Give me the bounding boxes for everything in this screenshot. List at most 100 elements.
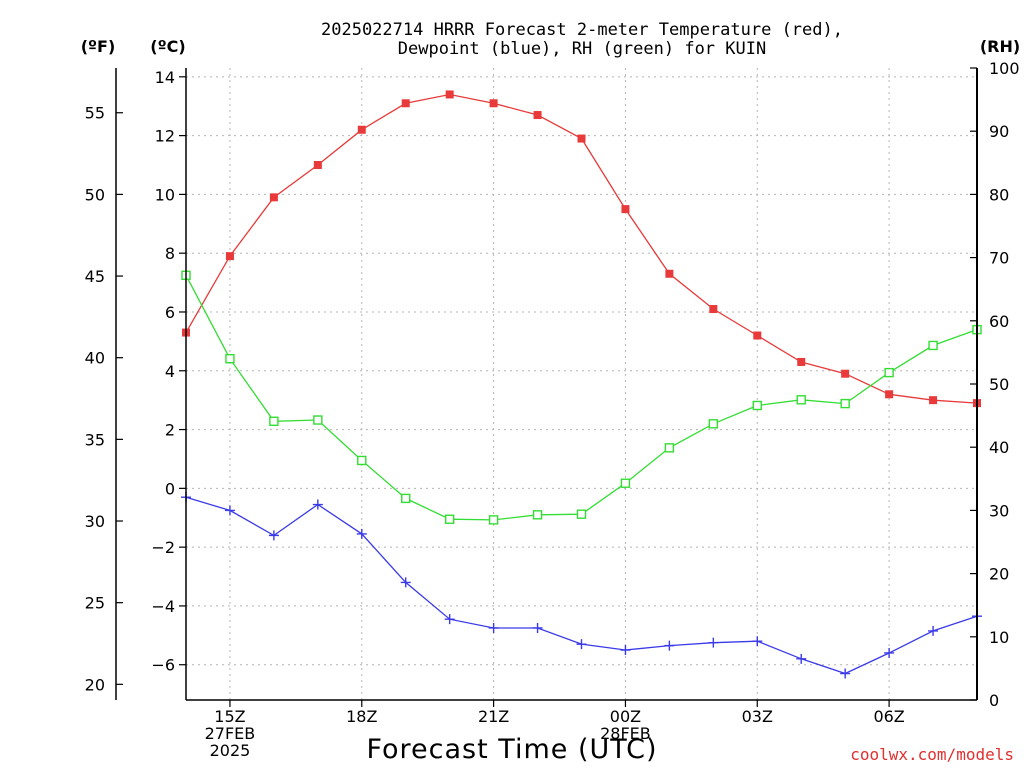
dewpoint-series bbox=[181, 492, 982, 679]
temperature-point bbox=[225, 252, 234, 261]
celsius-tick-label: 10 bbox=[155, 185, 175, 204]
fahrenheit-unit-label: (ºF) bbox=[81, 37, 116, 56]
dewpoint-point bbox=[664, 640, 675, 651]
axes: 14121086420−2−4−655504540353025201009080… bbox=[85, 59, 1020, 760]
rh-tick-label: 20 bbox=[989, 565, 1009, 584]
credit-text: coolwx.com/models bbox=[850, 745, 1014, 764]
rh-point bbox=[225, 354, 235, 364]
celsius-tick-label: 8 bbox=[165, 244, 175, 263]
rh-tick-label: 30 bbox=[989, 501, 1009, 520]
temperature-point bbox=[269, 193, 278, 202]
celsius-tick-label: 6 bbox=[165, 303, 175, 322]
rh-point bbox=[928, 340, 938, 351]
dewpoint-point bbox=[532, 622, 543, 633]
celsius-tick-label: −6 bbox=[151, 656, 175, 675]
temperature-point bbox=[357, 125, 366, 134]
dewpoint-point bbox=[620, 645, 631, 656]
dewpoint-point bbox=[752, 636, 763, 647]
rh-point bbox=[620, 478, 631, 488]
dewpoint-point bbox=[796, 653, 807, 664]
dewpoint-point bbox=[576, 639, 587, 650]
rh-point bbox=[313, 415, 323, 425]
fahrenheit-tick-label: 20 bbox=[85, 675, 105, 694]
dewpoint-point bbox=[400, 577, 411, 588]
temperature-point bbox=[577, 134, 586, 143]
dewpoint-point bbox=[224, 505, 235, 516]
grid bbox=[186, 68, 977, 700]
rh-tick-label: 100 bbox=[989, 59, 1020, 78]
dewpoint-point bbox=[488, 622, 499, 633]
dewpoint-point bbox=[840, 668, 851, 679]
temperature-point bbox=[313, 161, 322, 170]
dewpoint-point bbox=[356, 528, 367, 539]
chart-title-line-1: 2025022714 HRRR Forecast 2-meter Tempera… bbox=[321, 20, 843, 40]
fahrenheit-tick-label: 50 bbox=[85, 185, 105, 204]
temperature-point bbox=[753, 331, 762, 340]
rh-tick-label: 90 bbox=[989, 122, 1009, 141]
celsius-tick-label: −4 bbox=[151, 597, 175, 616]
rh-point bbox=[840, 398, 850, 409]
temperature-point bbox=[709, 305, 718, 314]
temperature-point bbox=[533, 111, 542, 120]
rh-point bbox=[532, 510, 543, 520]
x-tick-label: 2025 bbox=[210, 741, 251, 760]
rh-tick-label: 0 bbox=[989, 691, 999, 710]
x-tick-label: 03Z bbox=[742, 707, 773, 726]
x-axis-label: Forecast Time (UTC) bbox=[366, 734, 657, 765]
rh-tick-label: 10 bbox=[989, 628, 1009, 647]
rh-tick-label: 40 bbox=[989, 438, 1009, 457]
temperature-point bbox=[401, 99, 410, 108]
celsius-tick-label: 0 bbox=[165, 479, 175, 498]
rh-point bbox=[357, 455, 367, 466]
celsius-tick-label: −2 bbox=[151, 538, 175, 557]
celsius-tick-label: 12 bbox=[155, 127, 175, 146]
temperature-series bbox=[182, 90, 981, 408]
x-tick-label: 28FEB bbox=[600, 724, 651, 743]
celsius-unit-label: (ºC) bbox=[150, 37, 185, 56]
rh-point bbox=[708, 419, 719, 429]
dewpoint-point bbox=[312, 499, 323, 510]
chart-title-line-2: Dewpoint (blue), RH (green) for KUIN bbox=[398, 39, 766, 59]
x-tick-label: 21Z bbox=[478, 707, 509, 726]
x-tick-label: 18Z bbox=[346, 707, 377, 726]
series-layer bbox=[181, 90, 982, 679]
dewpoint-point bbox=[928, 625, 939, 636]
rh-point bbox=[269, 416, 279, 426]
rh-point bbox=[488, 515, 499, 525]
rh-point bbox=[796, 395, 806, 405]
temperature-point bbox=[885, 390, 894, 399]
temperature-point bbox=[797, 357, 806, 366]
rh-tick-label: 80 bbox=[989, 185, 1009, 204]
x-tick-label: 15Z bbox=[214, 707, 245, 726]
rh-series bbox=[181, 270, 982, 525]
dewpoint-point bbox=[444, 614, 455, 625]
temperature-point bbox=[489, 99, 498, 108]
rh-point bbox=[664, 443, 675, 453]
x-tick-label: 06Z bbox=[873, 707, 904, 726]
x-tick-label: 00Z bbox=[610, 707, 641, 726]
fahrenheit-tick-label: 35 bbox=[85, 430, 105, 449]
dewpoint-point bbox=[884, 647, 895, 658]
dewpoint-point bbox=[708, 637, 719, 648]
celsius-tick-label: 4 bbox=[165, 362, 175, 381]
fahrenheit-tick-label: 45 bbox=[85, 267, 105, 286]
rh-unit-label: (RH) bbox=[980, 37, 1020, 56]
fahrenheit-tick-label: 30 bbox=[85, 512, 105, 531]
dewpoint-point bbox=[268, 530, 279, 541]
fahrenheit-tick-label: 55 bbox=[85, 104, 105, 123]
celsius-tick-label: 2 bbox=[165, 421, 175, 440]
rh-point bbox=[884, 367, 894, 378]
temperature-point bbox=[841, 369, 850, 378]
rh-tick-label: 60 bbox=[989, 312, 1009, 331]
temperature-point bbox=[665, 269, 674, 278]
rh-point bbox=[752, 400, 762, 411]
x-tick-label: 27FEB bbox=[205, 724, 256, 743]
fahrenheit-tick-label: 25 bbox=[85, 594, 105, 613]
rh-point bbox=[401, 493, 411, 504]
temperature-point bbox=[929, 396, 938, 405]
rh-tick-label: 70 bbox=[989, 249, 1009, 268]
rh-point bbox=[576, 509, 587, 519]
temperature-point bbox=[621, 205, 630, 214]
